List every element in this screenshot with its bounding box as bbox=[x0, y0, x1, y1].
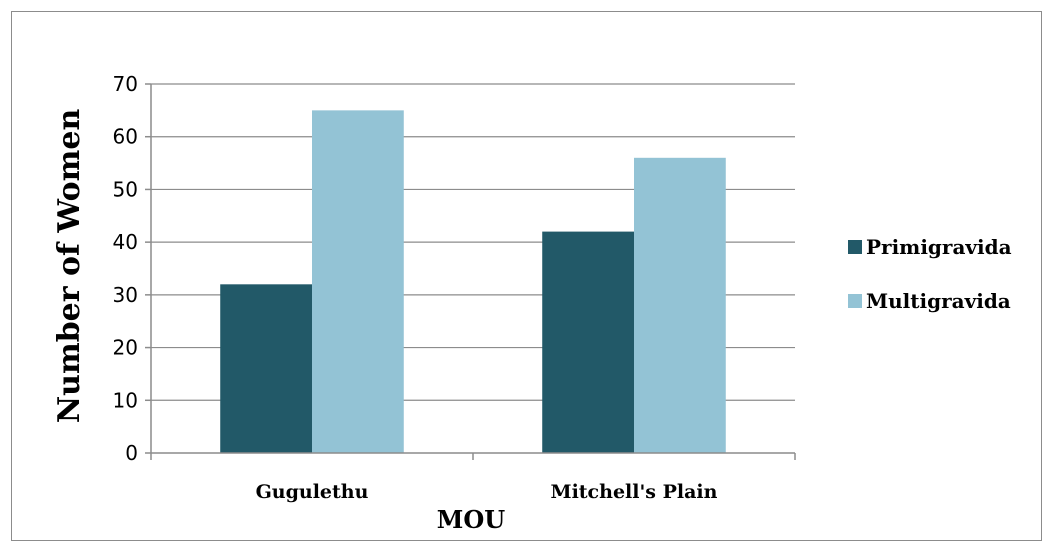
legend-label: Multigravida bbox=[866, 289, 1011, 313]
y-tick-label: 50 bbox=[113, 177, 138, 201]
y-tick-label: 10 bbox=[113, 388, 138, 412]
y-tick-label: 70 bbox=[113, 72, 138, 96]
legend-swatch bbox=[848, 240, 862, 254]
x-category-label: Mitchell's Plain bbox=[551, 481, 718, 503]
legend-swatch bbox=[848, 294, 862, 308]
bar bbox=[312, 110, 404, 453]
labels: 0 10 20 30 40 50 60 70 Gugulethu Mitchell's Plain bbox=[113, 72, 718, 503]
legend-label: Primigravida bbox=[866, 235, 1012, 259]
ticks bbox=[145, 83, 796, 460]
bars bbox=[220, 110, 726, 454]
bar bbox=[542, 231, 634, 453]
y-tick-label: 30 bbox=[113, 283, 138, 307]
bar bbox=[220, 284, 312, 453]
bar bbox=[634, 157, 726, 454]
y-tick-label: 40 bbox=[113, 230, 138, 254]
legend: Primigravida Multigravida bbox=[848, 235, 1012, 313]
y-axis-title: Number of Women bbox=[52, 109, 87, 424]
y-tick-label: 0 bbox=[125, 441, 138, 465]
y-tick-label: 60 bbox=[113, 125, 138, 149]
y-tick-label: 20 bbox=[113, 336, 138, 360]
x-category-label: Gugulethu bbox=[256, 481, 369, 503]
x-axis-title: MOU bbox=[437, 505, 505, 534]
